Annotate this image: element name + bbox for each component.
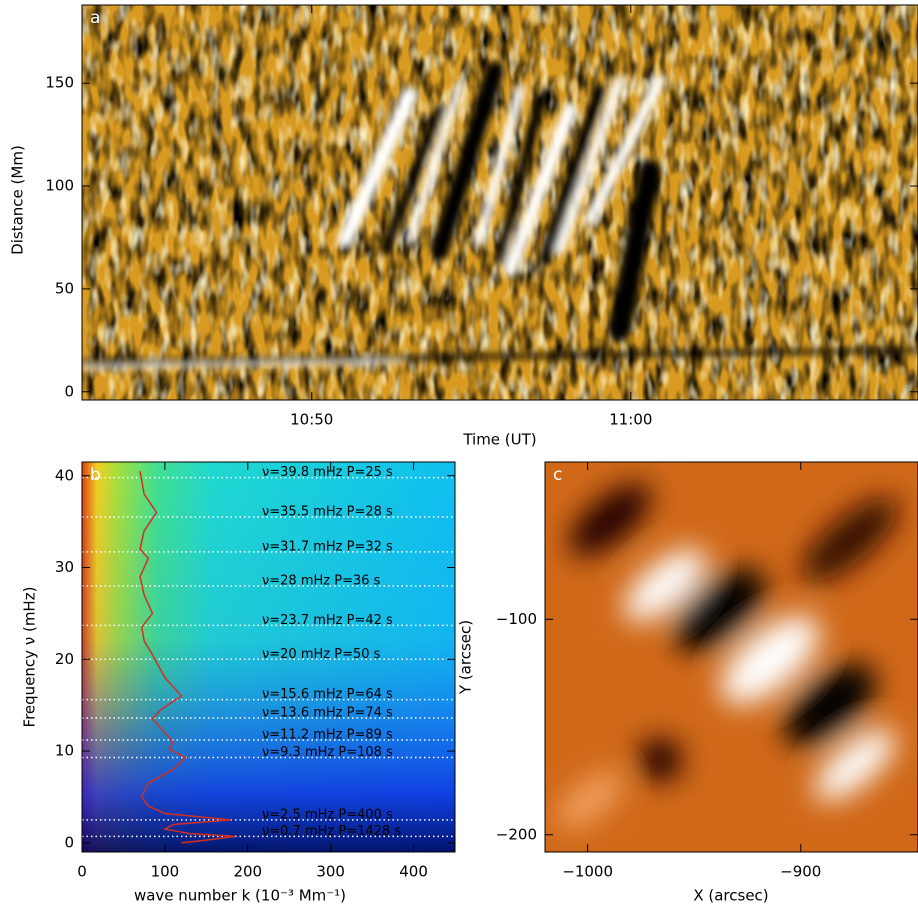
y-tick-label: 30 — [55, 558, 74, 576]
frequency-label: ν=15.6 mHz P=64 s — [262, 687, 393, 702]
plot-frame — [81, 461, 456, 853]
frequency-label: ν=35.5 mHz P=28 s — [262, 505, 393, 520]
spectrum-curve — [139, 471, 236, 844]
x-tick-label: 0 — [77, 863, 87, 881]
frequency-label: ν=2.5 mHz P=400 s — [262, 807, 393, 822]
frequency-label: ν=9.3 mHz P=108 s — [262, 745, 393, 760]
x-axis-label: wave number k (10⁻³ Mm⁻¹) — [134, 887, 346, 905]
y-axis-label: Frequency ν (mHz) — [21, 587, 39, 728]
frequency-label: ν=0.7 mHz P=1428 s — [262, 824, 401, 839]
x-tick-label: 10:50 — [290, 411, 333, 429]
frequency-label: ν=39.8 mHz P=25 s — [262, 465, 393, 480]
x-tick-label: 400 — [399, 863, 428, 881]
filtered-map-image — [545, 462, 918, 852]
x-tick-label: 100 — [151, 863, 180, 881]
y-tick-label: 10 — [55, 742, 74, 760]
y-tick-label: 50 — [55, 279, 74, 297]
frequency-label: ν=23.7 mHz P=42 s — [262, 613, 393, 628]
y-tick-label: 20 — [55, 650, 74, 668]
y-tick-label: 0 — [64, 833, 74, 851]
plot-frame — [544, 461, 918, 853]
y-tick-label: −200 — [496, 825, 537, 843]
panel-label: c — [553, 465, 562, 485]
y-tick-label: 150 — [45, 74, 74, 92]
panel-label: a — [90, 8, 100, 28]
x-axis-label: X (arcsec) — [693, 887, 768, 905]
x-tick-label: 11:00 — [609, 411, 652, 429]
plot-overlay: ν=39.8 mHz P=25 s ν=35.5 mHz P=28 s ν=31.7… — [82, 465, 455, 844]
time-distance-image — [82, 5, 918, 400]
x-axis-label: Time (UT) — [462, 431, 536, 449]
plot-frame — [81, 4, 918, 401]
frequency-label: ν=13.6 mHz P=74 s — [262, 706, 393, 721]
x-tick-label: −900 — [780, 863, 821, 881]
frequency-label: ν=28 mHz P=36 s — [262, 573, 381, 588]
frequency-label: ν=20 mHz P=50 s — [262, 647, 381, 662]
k-omega-image — [82, 462, 455, 852]
y-tick-label: 40 — [55, 466, 74, 484]
y-axis-label: Distance (Mm) — [9, 145, 27, 255]
x-tick-label: 300 — [316, 863, 345, 881]
y-tick-label: −100 — [496, 610, 537, 628]
frequency-label: ν=31.7 mHz P=32 s — [262, 539, 393, 554]
panel-label: b — [90, 465, 101, 485]
y-axis-label: Y (arcsec) — [457, 620, 475, 695]
frequency-label: ν=11.2 mHz P=89 s — [262, 728, 393, 743]
x-tick-label: 200 — [233, 863, 262, 881]
x-tick-label: −1000 — [562, 863, 613, 881]
y-tick-label: 0 — [64, 382, 74, 400]
y-tick-label: 100 — [45, 177, 74, 195]
